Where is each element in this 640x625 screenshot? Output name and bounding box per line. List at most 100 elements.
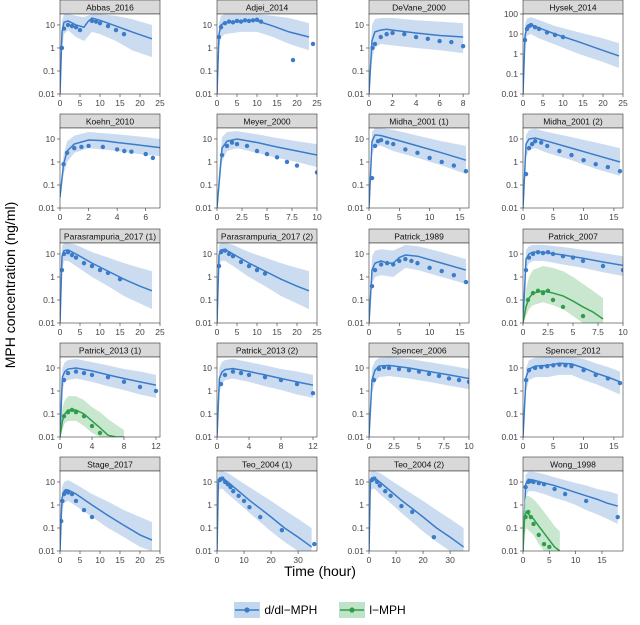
legend-key-l-mph: [339, 602, 366, 618]
x-tick-label: 5: [551, 212, 556, 222]
y-tick-label: 0.01: [38, 318, 55, 328]
x-tick-label: 6: [143, 212, 148, 222]
x-tick-label: 5: [78, 327, 83, 337]
observed-point: [523, 484, 528, 490]
plot-frame: [59, 127, 161, 209]
observed-point: [381, 364, 387, 370]
observed-point-l-mph: [65, 409, 71, 415]
observed-point: [536, 26, 542, 32]
x-tick-label: 0: [215, 441, 220, 451]
observed-point: [64, 150, 70, 156]
x-tick-label: 5: [78, 555, 83, 565]
observed-point-l-mph: [525, 297, 531, 303]
observed-point: [222, 20, 228, 26]
observed-point: [284, 159, 290, 165]
observed-point: [105, 270, 111, 276]
y-tick-label: 0.01: [347, 318, 364, 328]
observed-point: [225, 482, 231, 487]
model-line: [217, 367, 314, 437]
observed-point: [369, 175, 375, 181]
observed-point: [383, 488, 388, 494]
observed-point: [415, 260, 420, 266]
y-tick-label: 0.01: [347, 89, 364, 99]
x-tick-label: 15: [578, 98, 588, 108]
facet-panel: Spencer_2006 0.01 0.1 1 10 0 2.5 5 7.5 10: [347, 342, 474, 451]
y-tick-label: 10: [355, 249, 365, 259]
observed-point: [79, 144, 84, 150]
facet-title: Stage_2017: [87, 460, 133, 470]
y-tick-label: 0.1: [352, 180, 364, 190]
y-tick-label: 0.01: [501, 89, 518, 99]
observed-point: [563, 363, 568, 368]
x-tick-label: 10: [579, 441, 589, 451]
prediction-band: [523, 244, 623, 323]
y-tick-label: 0.01: [195, 89, 212, 99]
observed-point: [246, 263, 252, 269]
observed-point: [388, 493, 393, 499]
prediction-band: [217, 358, 313, 437]
observed-point: [384, 140, 390, 145]
observed-point: [69, 23, 75, 29]
x-tick-label: 0: [367, 98, 372, 108]
model-line: [60, 17, 153, 94]
y-tick-label: 10: [203, 20, 213, 30]
y-tick-label: 0.01: [195, 318, 212, 328]
y-tick-label: 0.1: [43, 523, 55, 533]
observed-point: [89, 263, 95, 269]
x-tick-label: 0: [58, 441, 63, 451]
y-tick-label: 1: [359, 272, 364, 282]
facet-panel: Patrick_2013 (1) 0.01 0.1 1 10 0 4 8 12: [38, 342, 161, 451]
observed-point: [234, 18, 240, 24]
observed-point-l-mph: [81, 414, 87, 419]
y-tick-label: 0.1: [506, 409, 518, 419]
y-tick-label: 0.01: [501, 318, 518, 328]
x-tick-label: 25: [312, 98, 322, 108]
y-tick-label: 0.01: [195, 432, 212, 442]
observed-point: [73, 255, 79, 260]
x-tick-label: 15: [597, 555, 607, 565]
facet-title: Midha_2001 (1): [389, 117, 449, 127]
observed-point: [523, 377, 529, 383]
x-tick-label: 8: [461, 98, 466, 108]
plot-frame: [59, 470, 161, 552]
prediction-band: [369, 357, 469, 437]
x-tick-label: 0: [58, 327, 63, 337]
observed-point: [552, 32, 558, 38]
observed-point: [426, 371, 432, 377]
y-tick-label: 1: [50, 272, 55, 282]
observed-point: [228, 484, 233, 490]
observed-point: [220, 476, 225, 481]
y-tick-label: 1: [207, 272, 212, 282]
facet-title: Parasrampuria_2017 (2): [221, 232, 313, 242]
observed-point: [446, 376, 452, 381]
model-line: [60, 367, 157, 437]
observed-point: [230, 254, 236, 259]
observed-point: [219, 152, 225, 158]
prediction-band: [60, 14, 152, 94]
observed-point: [72, 145, 77, 151]
observed-point: [105, 23, 111, 29]
observed-point: [254, 267, 260, 273]
observed-point-l-mph: [89, 423, 95, 429]
y-tick-label: 0.01: [501, 546, 518, 556]
observed-point: [218, 25, 224, 30]
observed-point: [386, 365, 392, 371]
observed-point: [222, 372, 228, 378]
x-tick-label: 20: [598, 98, 608, 108]
plot-frame: [59, 242, 161, 324]
observed-point-l-mph: [545, 288, 551, 294]
y-tick-label: 0.1: [200, 409, 212, 419]
facet-title: Meyer_2000: [243, 117, 291, 127]
y-tick-label: 10: [203, 477, 213, 487]
x-tick-label: 0: [215, 98, 220, 108]
observed-point: [425, 36, 431, 42]
x-tick-label: 5: [547, 555, 552, 565]
observed-point: [617, 168, 623, 174]
x-tick-label: 10: [391, 555, 401, 565]
x-tick-label: 2: [390, 98, 395, 108]
observed-point: [538, 364, 544, 370]
observed-point: [416, 369, 422, 374]
x-tick-label: 8: [122, 441, 127, 451]
observed-point-l-mph: [560, 304, 566, 310]
y-tick-label: 0.01: [38, 432, 55, 442]
